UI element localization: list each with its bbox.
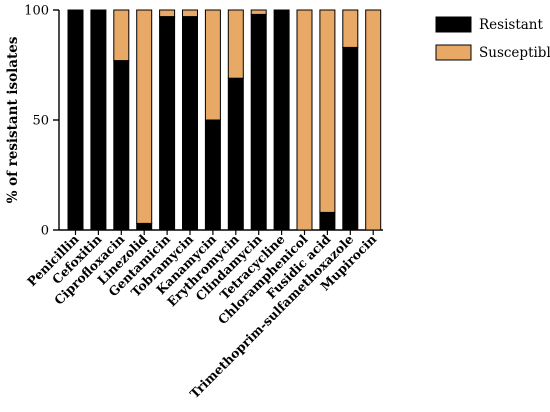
bar-susceptible-ciprofloxacin [113, 9, 130, 62]
bar-susceptible-mupirocin [365, 9, 382, 231]
x-axis-tick-labels: PenicillinCefoxitinCiprofloxacinLinezoli… [24, 230, 379, 401]
bar-resistant-tobramycin [182, 16, 198, 231]
bar-susceptible-tobramycin [182, 9, 198, 18]
legend-label-resistant: Resistant [479, 17, 543, 33]
bar-susceptible-gentamicin [159, 9, 176, 18]
bar-susceptible-trimethoprim-sulfamethoxazole [342, 9, 359, 48]
y-tick-label: 50 [32, 114, 49, 129]
bar-resistant-cefoxitin [90, 9, 107, 231]
bar-susceptible-linezolid [136, 9, 153, 224]
bar-susceptible-clindamycin [250, 9, 267, 15]
bar-resistant-linezolid [136, 222, 153, 231]
y-tick-label: 100 [24, 4, 49, 19]
y-tick-label: 0 [41, 224, 49, 239]
bar-susceptible-kanamycin [204, 9, 221, 121]
bar-susceptible-fusidic-acid [319, 9, 336, 213]
legend: Resistant Susceptible [435, 16, 550, 61]
bar-resistant-tetracycline [273, 9, 290, 231]
bar-susceptible-erythromycin [227, 9, 244, 79]
bar-resistant-erythromycin [227, 77, 244, 231]
bar-resistant-fusidic-acid [319, 211, 336, 231]
legend-swatch-resistant [435, 16, 472, 33]
bar-resistant-trimethoprim-sulfamethoxazole [342, 46, 359, 231]
legend-swatch-susceptible [435, 44, 472, 61]
bar-resistant-gentamicin [159, 16, 176, 231]
legend-label-susceptible: Susceptible [479, 45, 550, 61]
bar-susceptible-chloramphenicol [296, 9, 313, 231]
bars [67, 9, 382, 231]
bar-resistant-ciprofloxacin [113, 60, 130, 231]
y-axis-ticks: 0 50 100 [24, 4, 59, 239]
bar-resistant-kanamycin [204, 119, 221, 231]
bar-resistant-penicillin [67, 9, 84, 231]
y-axis-title: % of resistant isolates [5, 36, 21, 203]
bar-resistant-clindamycin [250, 13, 267, 231]
